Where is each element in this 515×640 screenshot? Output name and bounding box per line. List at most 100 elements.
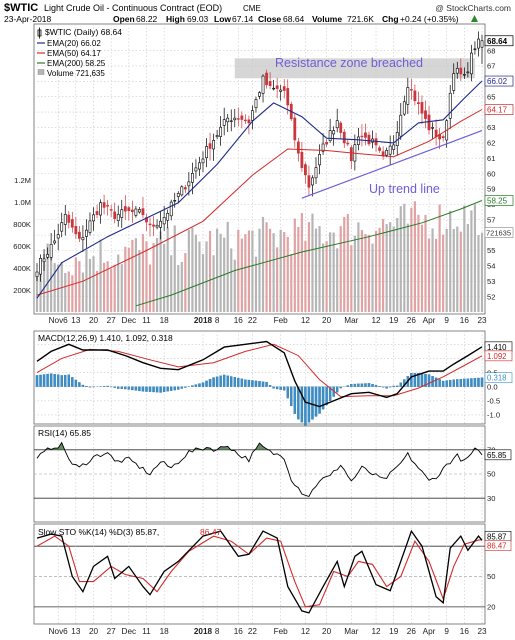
macd-hist-bar: [350, 384, 353, 387]
candle-body: [452, 73, 456, 91]
volume-bar: [212, 255, 215, 312]
macd-hist-bar: [247, 379, 251, 387]
macd-hist-bar: [78, 382, 81, 387]
candle-body: [427, 114, 431, 131]
chg-value: +0.24 (+0.35%): [400, 14, 459, 24]
macd-hist-bar: [201, 382, 205, 387]
candlestick-icon: [37, 27, 42, 39]
candle-body: [392, 144, 396, 150]
price-tick-label: 55: [487, 246, 495, 255]
ema20-line: [36, 80, 483, 299]
macd-hist-bar: [237, 377, 240, 387]
macd-hist-bar: [194, 384, 198, 387]
ema200-line: [135, 200, 483, 307]
volume-bar: [311, 213, 314, 312]
x-tick-label: Mar: [344, 627, 358, 636]
candle-body: [81, 237, 85, 241]
x-tick-label: 2018: [194, 316, 213, 325]
candle-body: [60, 222, 64, 232]
macd-hist-bar: [466, 378, 470, 387]
volume-bar: [173, 225, 176, 312]
macd-hist-bar: [85, 385, 88, 387]
sto-tick-label: 50: [487, 572, 495, 581]
volume-bar: [170, 255, 173, 312]
candle-body: [282, 86, 286, 91]
macd-hist-bar: [169, 386, 173, 391]
macd-hist-bar: [293, 386, 297, 414]
price-marker-box: [484, 35, 514, 47]
volume-bar: [477, 235, 480, 312]
macd-hist-bar: [258, 381, 261, 387]
rsi-marker-box: [484, 449, 512, 461]
candle-body: [85, 229, 88, 237]
volume-bar: [396, 218, 399, 312]
x-tick-label: Apr: [423, 627, 436, 636]
macd-hist-bar: [219, 375, 222, 387]
volume-bar: [46, 243, 49, 312]
candle-body: [335, 120, 339, 129]
candle-body: [455, 68, 459, 74]
macd-hist-bar: [198, 383, 201, 387]
macd-hist-bar: [251, 380, 254, 387]
volume-bar: [159, 231, 162, 312]
volume-bar: [226, 221, 229, 312]
macd-hist-bar: [434, 377, 438, 387]
price-marker-box: [484, 104, 514, 115]
volume-bar: [117, 254, 120, 312]
volume-bar: [276, 247, 279, 312]
close-value: 68.64: [283, 14, 305, 24]
price-tick-label: 62: [487, 139, 495, 148]
macd-hist-bar: [166, 386, 169, 392]
ema50-line: [36, 109, 483, 296]
volume-bar: [74, 257, 77, 312]
chart-symbol: $WTIC: [4, 2, 38, 14]
volume-bar: [177, 265, 180, 312]
volume-bars: [35, 201, 484, 312]
x-tick-label: Apr: [423, 316, 436, 325]
candle-body: [272, 87, 276, 90]
volume-bar: [198, 241, 201, 312]
volume-bar: [141, 234, 145, 312]
candle-body: [314, 167, 318, 179]
candle-body: [318, 154, 321, 166]
volume-bar: [53, 263, 56, 312]
macd-hist-bar: [60, 375, 63, 387]
volume-bar: [332, 232, 335, 312]
macd-hist-bar: [116, 386, 120, 389]
price-marker-box: [484, 75, 514, 87]
volume-bar: [290, 254, 293, 312]
macd-hist-bar: [56, 374, 60, 387]
volume-bar: [152, 243, 155, 312]
stockcharts-watermark: @ StockCharts.com: [435, 3, 511, 13]
legend-ema200: EMA(200) 58.25: [47, 59, 106, 68]
macd-hist-bar: [463, 378, 466, 387]
candle-body: [477, 38, 480, 49]
candle-body: [240, 115, 244, 120]
x-tick-label: 16: [460, 316, 470, 325]
volume-tick-label: 400K: [13, 264, 31, 273]
volume-bar: [314, 228, 318, 312]
macd-hist-bar: [417, 372, 420, 387]
volume-bar: [367, 234, 371, 312]
macd-hist-bar: [265, 381, 268, 387]
volume-bar: [35, 276, 39, 312]
macd-hist-bar: [191, 385, 194, 387]
macd-tick-label: -0.5: [487, 397, 500, 406]
price-marker-label: 58.25: [487, 197, 508, 206]
candle-body: [441, 136, 445, 138]
volume-tick-label: 600K: [13, 242, 31, 251]
price-candles: [35, 31, 484, 282]
price-marker-label: 66.02: [487, 77, 508, 86]
macd-hist-bar: [113, 386, 116, 388]
candle-body: [215, 135, 219, 138]
candle-body: [130, 209, 134, 213]
volume-bar: [254, 256, 258, 312]
volume-bar: [403, 203, 406, 312]
candle-body: [219, 126, 223, 137]
volume-bar: [166, 227, 169, 312]
candle-body: [311, 177, 314, 186]
macd-hist-bar: [222, 374, 226, 387]
macd-hist-bar: [395, 385, 399, 387]
resistance-zone: [234, 58, 475, 79]
